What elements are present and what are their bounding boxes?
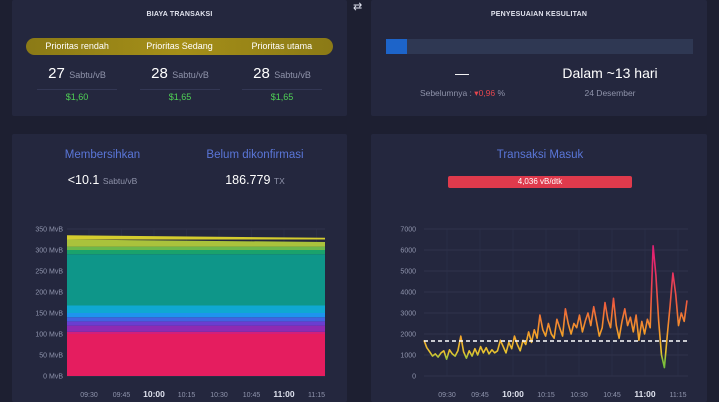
- difficulty-date: 24 Desember: [584, 88, 636, 98]
- y-tick-label: 350 MvB: [35, 227, 63, 234]
- y-tick-label: 2000: [400, 332, 416, 339]
- area-layer: [67, 239, 325, 247]
- previous-unit: %: [497, 88, 506, 98]
- priority-high-label: Prioritas utama: [251, 41, 313, 51]
- x-tick-label: 10:45: [603, 392, 621, 399]
- y-tick-label: 300 MvB: [35, 248, 63, 255]
- difficulty-title: PENYESUAIAN KESULITAN: [490, 11, 588, 18]
- difficulty-card: PENYESUAIAN KESULITAN: [371, 0, 707, 116]
- fee-high: 28 Sabtu/vB $1,65: [242, 65, 322, 102]
- y-tick-label: 4000: [400, 290, 416, 297]
- fee-high-unit: Sabtu/vB: [274, 70, 311, 80]
- area-layer: [67, 246, 325, 250]
- previous-label: Sebelumnya :: [419, 88, 472, 98]
- x-tick-label: 09:45: [471, 392, 489, 399]
- priority-low-label: Prioritas rendah: [45, 41, 109, 51]
- x-tick-label: 10:15: [537, 392, 555, 399]
- clear-stat: <10.1 Sabtu/vB: [40, 173, 165, 187]
- y-tick-label: 7000: [400, 227, 416, 234]
- y-tick-label: 100 MvB: [35, 332, 63, 339]
- difficulty-remaining: Dalam ~13 hari: [562, 65, 658, 81]
- incoming-chart: 0 1000 2000 3000 4000 5000 6000 7000 09:30 09:45 1…: [400, 227, 688, 399]
- clear-label: Membersihkan: [64, 149, 141, 161]
- area-layer: [67, 254, 325, 306]
- incoming-rate: 4,036 vB/dtk: [448, 176, 632, 188]
- y-tick-label: 1000: [400, 353, 416, 360]
- unconfirmed-label: Belum dikonfirmasi: [206, 149, 304, 161]
- fee-medium-unit: Sabtu/vB: [172, 70, 209, 80]
- area-layer: [67, 331, 325, 334]
- area-layer: [67, 317, 325, 322]
- fee-medium-usd: $1,65: [140, 89, 220, 102]
- y-tick-label: 6000: [400, 248, 416, 255]
- x-tick-label: 11:00: [634, 389, 656, 399]
- area-layer: [67, 235, 325, 240]
- x-tick-label: 10:45: [243, 392, 261, 399]
- fee-medium: 28 Sabtu/vB $1,65: [140, 65, 220, 102]
- unconfirmed-unit: TX: [273, 176, 285, 186]
- x-tick-label: 10:00: [143, 389, 165, 399]
- x-tick-label: 10:30: [210, 392, 228, 399]
- fee-low: 27 Sabtu/vB $1,60: [37, 65, 117, 102]
- y-tick-label: 150 MvB: [35, 311, 63, 318]
- swap-icon[interactable]: ⇄: [353, 1, 363, 13]
- unconfirmed-stat: 186.779 TX: [190, 173, 320, 187]
- fee-medium-value: 28: [151, 65, 168, 82]
- fee-low-unit: Sabtu/vB: [69, 70, 106, 80]
- clear-value: <10.1: [67, 173, 100, 187]
- area-layer: [67, 305, 325, 313]
- difficulty-change: —: [455, 65, 469, 81]
- fee-high-value: 28: [253, 65, 270, 82]
- x-tick-label: 11:15: [308, 392, 325, 399]
- priority-medium-label: Prioritas Sedang: [146, 41, 213, 51]
- fees-title: BIAYA TRANSAKSI: [146, 11, 213, 18]
- incoming-title: Transaksi Masuk: [496, 149, 584, 161]
- previous-value: ▾0,96: [474, 88, 496, 98]
- x-tick-label: 09:30: [80, 392, 98, 399]
- difficulty-previous: Sebelumnya : ▾0,96 %: [400, 88, 525, 99]
- x-tick-label: 11:00: [273, 389, 295, 399]
- y-tick-label: 250 MvB: [35, 269, 63, 276]
- mempool-chart: 0 MvB 50 MvB 100 MvB 150 MvB 200 MvB 250 MvB 3…: [35, 227, 325, 400]
- unconfirmed-value: 186.779: [225, 173, 271, 187]
- y-tick-label: 5000: [400, 269, 416, 276]
- x-tick-label: 10:30: [570, 392, 588, 399]
- area-layer: [67, 321, 325, 326]
- y-tick-label: 0: [412, 374, 416, 381]
- fee-low-usd: $1,60: [37, 89, 117, 102]
- y-tick-label: 3000: [400, 311, 416, 318]
- fees-card: BIAYA TRANSAKSI: [12, 0, 347, 116]
- fee-high-usd: $1,65: [242, 89, 322, 102]
- priority-bar: Prioritas rendah Prioritas Sedang Priori…: [26, 38, 333, 55]
- x-tick-label: 10:15: [178, 392, 196, 399]
- clear-unit: Sabtu/vB: [102, 176, 138, 186]
- y-tick-label: 200 MvB: [35, 290, 63, 297]
- x-tick-label: 09:45: [113, 392, 131, 399]
- area-layer: [67, 250, 325, 255]
- fee-low-value: 27: [48, 65, 65, 82]
- incoming-line: [423, 244, 688, 369]
- x-tick-label: 11:15: [670, 392, 687, 399]
- area-layer: [67, 334, 325, 376]
- area-layer: [67, 325, 325, 332]
- y-tick-label: 50 MvB: [39, 353, 63, 360]
- area-layer: [67, 313, 325, 318]
- y-tick-label: 0 MvB: [43, 374, 63, 381]
- difficulty-progress-fill: [386, 39, 408, 54]
- difficulty-progress: [386, 39, 693, 54]
- x-tick-label: 09:30: [438, 392, 456, 399]
- x-tick-label: 10:00: [502, 389, 524, 399]
